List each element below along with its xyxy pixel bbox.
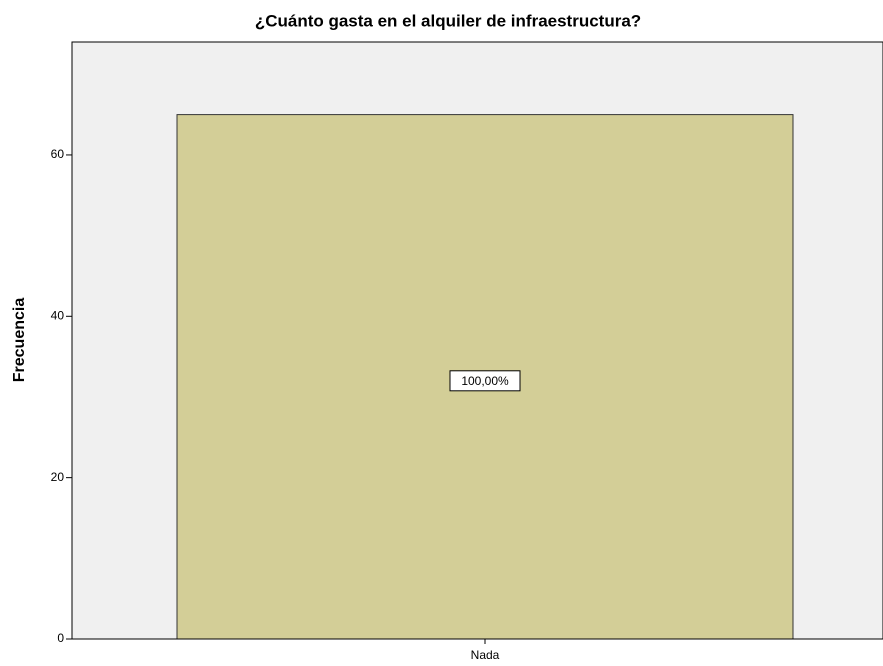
annotation-box [449, 370, 521, 392]
y-tick-label: 40 [51, 308, 65, 322]
y-tick-label: 60 [51, 147, 65, 161]
y-tick-label: 20 [51, 470, 65, 484]
annotation: 100,00% [461, 374, 509, 388]
x-tick-label: Nada [471, 648, 500, 662]
y-tick-label: 0 [57, 631, 64, 645]
y-axis-label: Frecuencia [11, 298, 28, 383]
chart-title: ¿Cuánto gasta en el alquiler de infraest… [255, 11, 641, 30]
